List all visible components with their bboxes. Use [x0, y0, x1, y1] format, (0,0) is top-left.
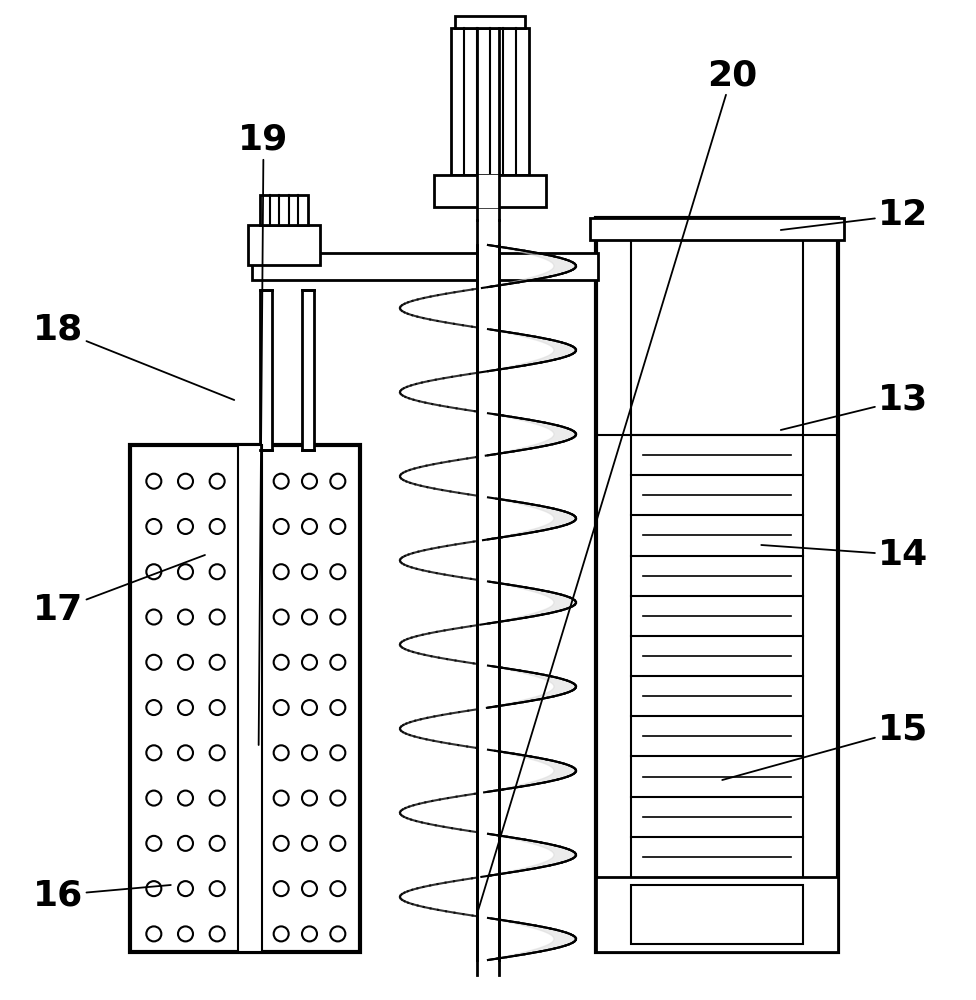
- Circle shape: [210, 926, 224, 941]
- Circle shape: [330, 655, 346, 670]
- Circle shape: [210, 655, 224, 670]
- Polygon shape: [488, 245, 576, 287]
- Circle shape: [302, 700, 317, 715]
- Circle shape: [302, 474, 317, 489]
- Text: 19: 19: [238, 123, 289, 745]
- Circle shape: [273, 791, 289, 806]
- Circle shape: [146, 745, 161, 760]
- Circle shape: [146, 700, 161, 715]
- Circle shape: [210, 610, 224, 625]
- Polygon shape: [488, 497, 576, 539]
- Circle shape: [330, 926, 346, 941]
- Circle shape: [330, 564, 346, 579]
- Circle shape: [330, 610, 346, 625]
- Circle shape: [178, 745, 193, 760]
- Circle shape: [146, 610, 161, 625]
- Circle shape: [178, 610, 193, 625]
- Circle shape: [146, 926, 161, 941]
- Circle shape: [146, 791, 161, 806]
- Bar: [451, 28, 529, 175]
- Circle shape: [302, 519, 317, 534]
- Circle shape: [210, 564, 224, 579]
- Text: 15: 15: [722, 713, 928, 780]
- Circle shape: [330, 474, 346, 489]
- Text: 17: 17: [33, 555, 205, 627]
- Circle shape: [210, 791, 224, 806]
- Circle shape: [146, 564, 161, 579]
- Circle shape: [330, 519, 346, 534]
- Circle shape: [178, 519, 193, 534]
- Circle shape: [302, 564, 317, 579]
- Circle shape: [302, 881, 317, 896]
- Circle shape: [273, 564, 289, 579]
- Circle shape: [146, 519, 161, 534]
- Circle shape: [178, 836, 193, 851]
- Circle shape: [178, 791, 193, 806]
- Polygon shape: [488, 918, 576, 960]
- Circle shape: [178, 700, 193, 715]
- Bar: [302, 290, 314, 450]
- Circle shape: [302, 655, 317, 670]
- Circle shape: [210, 881, 224, 896]
- Text: 12: 12: [781, 198, 928, 232]
- Polygon shape: [488, 666, 576, 708]
- Polygon shape: [488, 750, 576, 792]
- Circle shape: [178, 474, 193, 489]
- Bar: [260, 290, 272, 450]
- Circle shape: [273, 881, 289, 896]
- Circle shape: [273, 836, 289, 851]
- Polygon shape: [488, 834, 576, 876]
- Circle shape: [210, 700, 224, 715]
- Polygon shape: [488, 413, 576, 455]
- Bar: [596, 877, 838, 952]
- Circle shape: [302, 610, 317, 625]
- Text: 20: 20: [478, 58, 757, 910]
- Bar: [130, 445, 360, 952]
- Circle shape: [146, 836, 161, 851]
- Text: 14: 14: [761, 538, 928, 572]
- Circle shape: [210, 745, 224, 760]
- Circle shape: [302, 791, 317, 806]
- Bar: [596, 218, 838, 952]
- Polygon shape: [488, 581, 576, 624]
- Circle shape: [330, 745, 346, 760]
- Circle shape: [273, 519, 289, 534]
- Text: 18: 18: [33, 313, 234, 400]
- Circle shape: [178, 564, 193, 579]
- Text: 13: 13: [781, 383, 928, 430]
- Bar: [434, 175, 546, 207]
- Text: 16: 16: [33, 878, 171, 912]
- Polygon shape: [488, 329, 576, 371]
- Circle shape: [146, 655, 161, 670]
- Circle shape: [146, 474, 161, 489]
- Circle shape: [273, 926, 289, 941]
- Circle shape: [178, 881, 193, 896]
- Circle shape: [146, 881, 161, 896]
- Circle shape: [330, 881, 346, 896]
- Bar: [238, 445, 262, 952]
- Circle shape: [273, 655, 289, 670]
- Circle shape: [330, 791, 346, 806]
- Circle shape: [302, 926, 317, 941]
- Circle shape: [302, 836, 317, 851]
- Circle shape: [210, 474, 224, 489]
- Circle shape: [273, 610, 289, 625]
- Circle shape: [178, 655, 193, 670]
- Circle shape: [178, 926, 193, 941]
- Circle shape: [330, 836, 346, 851]
- Bar: [252, 253, 598, 280]
- Circle shape: [273, 474, 289, 489]
- Circle shape: [210, 519, 224, 534]
- Circle shape: [302, 745, 317, 760]
- Bar: [590, 218, 844, 240]
- Bar: [631, 885, 803, 944]
- Bar: [260, 195, 308, 225]
- Circle shape: [330, 700, 346, 715]
- Bar: [455, 16, 525, 28]
- Bar: [248, 225, 320, 265]
- Circle shape: [210, 836, 224, 851]
- Circle shape: [273, 745, 289, 760]
- Circle shape: [273, 700, 289, 715]
